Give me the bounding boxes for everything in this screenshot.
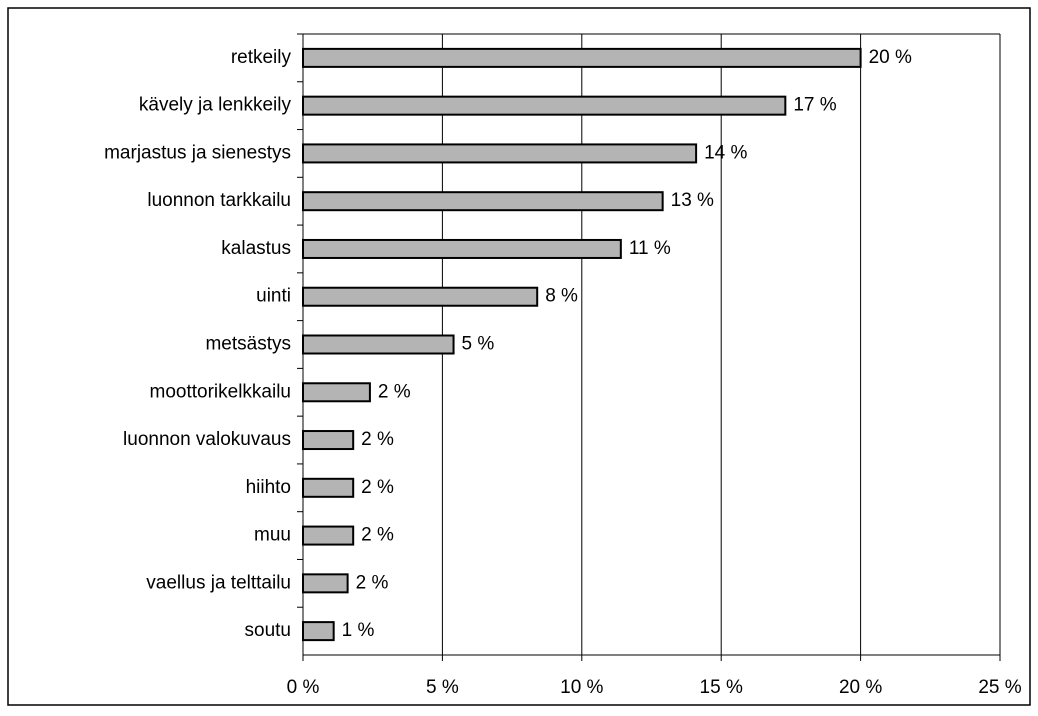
bar <box>302 286 539 307</box>
bar <box>302 573 349 594</box>
y-tick-label: luonnon valokuvaus <box>123 429 291 450</box>
value-label: 2 % <box>361 477 394 498</box>
value-label: 20 % <box>869 47 912 68</box>
chart-border <box>7 7 1031 706</box>
y-tick-label: vaellus ja telttailu <box>146 572 291 593</box>
y-tick-label: muu <box>254 525 291 546</box>
value-label: 1 % <box>342 620 375 641</box>
y-tick-label: uinti <box>256 286 291 307</box>
bar <box>302 382 371 403</box>
y-tick-label: luonnon tarkkailu <box>147 190 291 211</box>
bar <box>302 621 335 642</box>
x-tick-label: 15 % <box>700 677 743 698</box>
y-tick-label: marjastus ja sienestys <box>104 142 291 163</box>
x-tick-label: 5 % <box>426 677 459 698</box>
value-label: 2 % <box>356 572 389 593</box>
x-tick-label: 10 % <box>560 677 603 698</box>
x-tick-label: 25 % <box>978 677 1021 698</box>
y-tick-label: moottorikelkkailu <box>150 381 292 402</box>
bar <box>302 191 664 212</box>
bar <box>302 334 455 355</box>
bar <box>302 477 355 498</box>
value-label: 8 % <box>545 286 578 307</box>
value-label: 14 % <box>704 142 747 163</box>
bar <box>302 238 622 259</box>
value-label: 5 % <box>462 334 495 355</box>
value-label: 11 % <box>629 238 671 259</box>
y-tick-label: kävely ja lenkkeily <box>139 95 292 116</box>
y-tick-label: metsästys <box>205 334 291 355</box>
bar <box>302 143 698 164</box>
bar <box>302 430 355 451</box>
y-tick-label: kalastus <box>221 238 291 259</box>
x-tick-label: 20 % <box>839 677 882 698</box>
value-label: 2 % <box>361 525 394 546</box>
value-label: 13 % <box>671 190 714 211</box>
value-label: 2 % <box>361 429 394 450</box>
bar <box>302 95 787 116</box>
y-tick-label: hiihto <box>246 477 291 498</box>
bar <box>302 47 862 68</box>
y-tick-label: retkeily <box>231 47 292 68</box>
value-label: 17 % <box>793 95 836 116</box>
x-tick-label: 0 % <box>287 677 320 698</box>
bar <box>302 525 355 546</box>
value-label: 2 % <box>378 381 411 402</box>
y-tick-label: soutu <box>245 620 291 641</box>
